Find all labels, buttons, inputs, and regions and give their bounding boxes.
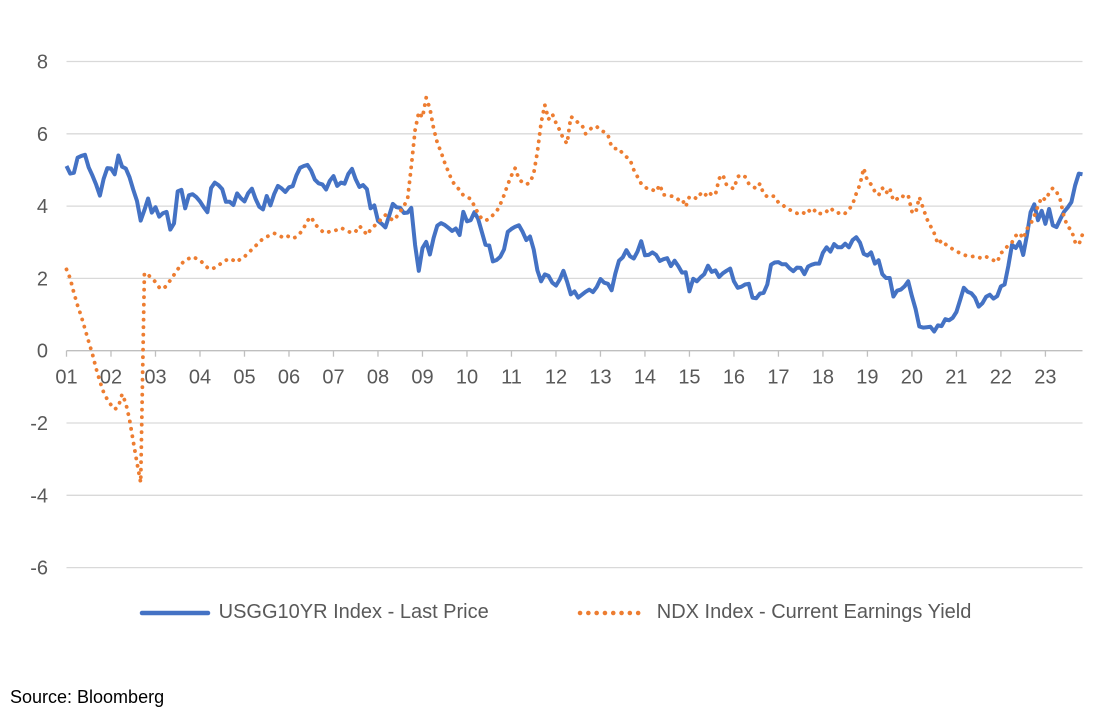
x-tick-label-18: 18	[812, 367, 834, 389]
x-tick-label-23: 23	[1034, 367, 1056, 389]
x-tick-label-19: 19	[856, 367, 878, 389]
x-tick-label-05: 05	[233, 367, 255, 389]
x-tick-label-09: 09	[411, 367, 433, 389]
series-line-ndx-earnings-yield	[64, 95, 1085, 485]
x-tick-label-14: 14	[634, 367, 656, 389]
y-tick-label-8: 8	[37, 52, 48, 74]
x-tick-label-21: 21	[945, 367, 967, 389]
x-tick-label-03: 03	[144, 367, 166, 389]
legend-dotted-line-sample	[577, 610, 648, 615]
x-tick-label-22: 22	[990, 367, 1012, 389]
chart-legend: USGG10YR Index - Last Price NDX Index - …	[0, 601, 1110, 624]
legend-item-usgg10yr: USGG10YR Index - Last Price	[139, 601, 489, 624]
x-tick-label-17: 17	[767, 367, 789, 389]
y-tick-label-0: 0	[37, 341, 48, 363]
x-tick-label-13: 13	[589, 367, 611, 389]
x-tick-label-02: 02	[100, 367, 122, 389]
x-tick-label-04: 04	[189, 367, 211, 389]
x-tick-label-12: 12	[545, 367, 567, 389]
x-tick-label-11: 11	[501, 367, 522, 389]
y-tick-label--2: -2	[30, 413, 48, 435]
legend-label-usgg10yr: USGG10YR Index - Last Price	[218, 601, 489, 623]
source-note: Source: Bloomberg	[10, 687, 165, 707]
y-tick-label-4: 4	[37, 196, 48, 218]
y-tick-label--4: -4	[30, 485, 48, 507]
x-tick-label-07: 07	[322, 367, 344, 389]
y-tick-label-2: 2	[37, 268, 48, 290]
x-tick-label-06: 06	[278, 367, 300, 389]
x-tick-label-08: 08	[367, 367, 389, 389]
legend-item-ndx-earnings-yield: NDX Index - Current Earnings Yield	[577, 601, 972, 624]
x-tick-label-15: 15	[678, 367, 700, 389]
series-line-usgg10yr	[64, 152, 1083, 334]
x-tick-label-10: 10	[456, 367, 478, 389]
y-tick-label--6: -6	[30, 558, 48, 580]
legend-label-ndx-earnings-yield: NDX Index - Current Earnings Yield	[656, 601, 972, 623]
x-tick-label-20: 20	[901, 367, 923, 389]
x-tick-label-01: 01	[55, 367, 77, 389]
y-tick-label-6: 6	[37, 124, 48, 146]
legend-solid-line-sample	[139, 610, 210, 615]
x-tick-label-16: 16	[723, 367, 745, 389]
